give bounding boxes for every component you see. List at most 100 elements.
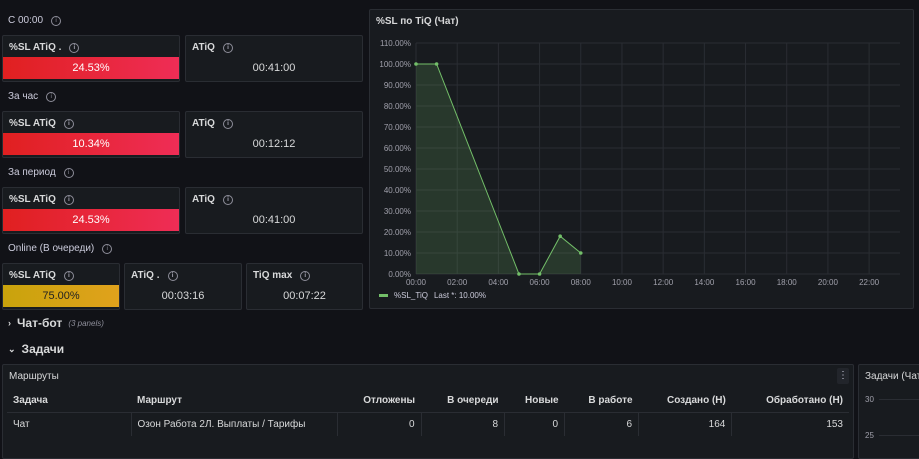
stat-panel-sl-atiq: %SL ATiQ i 24.53% bbox=[2, 187, 180, 234]
x-tick-label: 18:00 bbox=[777, 278, 798, 287]
cell-queued: 8 bbox=[421, 412, 506, 436]
stat-panel-atiq: ATiQ i 00:41:00 bbox=[185, 187, 363, 234]
series-line bbox=[416, 63, 582, 275]
y-tick-label: 70.00% bbox=[384, 123, 411, 132]
legend-swatch bbox=[379, 294, 388, 297]
y-tick-label: 50.00% bbox=[384, 165, 411, 174]
x-tick-label: 08:00 bbox=[571, 278, 592, 287]
sl-value: 75.00% bbox=[3, 285, 119, 307]
data-point bbox=[414, 62, 418, 66]
y-tick-label: 25 bbox=[865, 431, 874, 440]
x-tick-label: 22:00 bbox=[859, 278, 880, 287]
y-tick-label: 80.00% bbox=[384, 102, 411, 111]
y-tick-label: 100.00% bbox=[379, 60, 411, 69]
menu-icon[interactable]: ⋮ bbox=[837, 368, 849, 384]
chart-panel: %SL по TiQ (Чат) 0.00% 10.00% 20.00% 30.00%… bbox=[369, 9, 914, 309]
gridline bbox=[879, 435, 919, 436]
tiq-max-value: 00:07:22 bbox=[283, 290, 326, 302]
info-icon[interactable]: i bbox=[63, 118, 74, 129]
column-header[interactable]: Задача bbox=[7, 389, 131, 413]
x-tick-label: 16:00 bbox=[736, 278, 757, 287]
panel-title: %SL ATiQ bbox=[9, 118, 56, 129]
panel-title: ATiQ bbox=[192, 194, 215, 205]
stat-panel-atiq: ATiQ . i 00:03:16 bbox=[124, 263, 242, 310]
section-header-per-hour: За час i bbox=[8, 91, 57, 102]
x-tick-label: 02:00 bbox=[447, 278, 468, 287]
atiq-value: 00:41:00 bbox=[252, 214, 296, 226]
y-tick-label: 90.00% bbox=[384, 81, 411, 90]
info-icon[interactable]: i bbox=[69, 42, 80, 53]
info-icon[interactable]: i bbox=[63, 270, 74, 281]
x-tick-label: 14:00 bbox=[694, 278, 715, 287]
table-row[interactable]: Чат Озон Работа 2Л. Выплаты / Тарифы 0 8… bbox=[7, 412, 849, 436]
routes-table: Задача Маршрут Отложены В очереди Новые … bbox=[7, 389, 849, 436]
row-title: Задачи bbox=[21, 342, 65, 356]
info-icon[interactable]: i bbox=[46, 91, 57, 102]
x-tick-label: 04:00 bbox=[488, 278, 509, 287]
info-icon[interactable]: i bbox=[222, 42, 233, 53]
panel-title: %SL ATiQ bbox=[9, 270, 56, 281]
cell-postponed: 0 bbox=[337, 412, 422, 436]
column-header[interactable]: Отложены bbox=[337, 389, 422, 413]
info-icon[interactable]: i bbox=[63, 194, 74, 205]
sl-value: 24.53% bbox=[3, 57, 179, 79]
info-icon[interactable]: i bbox=[167, 270, 178, 281]
column-header[interactable]: Создано (Н) bbox=[638, 389, 732, 413]
y-tick-label: 0.00% bbox=[388, 270, 411, 279]
y-tick-label: 10.00% bbox=[384, 249, 411, 258]
x-tick-label: 10:00 bbox=[612, 278, 633, 287]
cell-route: Озон Работа 2Л. Выплаты / Тарифы bbox=[131, 412, 338, 436]
y-tick-label: 40.00% bbox=[384, 186, 411, 195]
tasks-chart-panel: Задачи (Чат 30 25 bbox=[858, 364, 919, 459]
info-icon[interactable]: i bbox=[300, 270, 311, 281]
sl-value: 24.53% bbox=[3, 209, 179, 231]
row-title: Чат-бот bbox=[17, 316, 63, 330]
row-chatbot[interactable]: › Чат-бот (3 panels) bbox=[8, 316, 104, 330]
data-point bbox=[434, 62, 439, 66]
info-icon[interactable]: i bbox=[51, 15, 62, 26]
stat-panel-atiq: ATiQ i 00:12:12 bbox=[185, 111, 363, 158]
panel-title: TiQ max bbox=[253, 270, 293, 281]
atiq-value: 00:03:16 bbox=[161, 290, 205, 302]
chart-legend[interactable]: %SL_TiQ Last *: 10.00% bbox=[379, 291, 486, 300]
panel-title: ATiQ bbox=[192, 118, 215, 129]
stat-panel-sl-atiq: %SL ATiQ . i 24.53% bbox=[2, 35, 180, 82]
atiq-value: 00:41:00 bbox=[252, 62, 296, 74]
info-icon[interactable]: i bbox=[102, 243, 113, 254]
x-tick-label: 06:00 bbox=[530, 278, 551, 287]
sl-value: 10.34% bbox=[3, 133, 179, 155]
x-tick-label: 12:00 bbox=[653, 278, 674, 287]
chevron-down-icon: ⌄ bbox=[8, 343, 16, 354]
section-header-since-midnight: С 00:00 i bbox=[8, 15, 62, 26]
stat-panel-sl-atiq: %SL ATiQ i 75.00% bbox=[2, 263, 120, 310]
x-tick-label: 00:00 bbox=[406, 278, 427, 287]
column-header[interactable]: Маршрут bbox=[131, 389, 337, 413]
y-tick-label: 30.00% bbox=[384, 207, 411, 216]
column-header[interactable]: В очереди bbox=[421, 389, 505, 413]
info-icon[interactable]: i bbox=[63, 167, 74, 178]
cell-in-work: 6 bbox=[564, 412, 640, 436]
panel-title: %SL ATiQ . bbox=[9, 42, 62, 53]
y-tick-label: 110.00% bbox=[380, 39, 411, 48]
column-header[interactable]: В работе bbox=[564, 389, 639, 413]
cell-created: 164 bbox=[638, 412, 733, 436]
atiq-value: 00:12:12 bbox=[252, 138, 296, 150]
y-tick-label: 20.00% bbox=[384, 228, 411, 237]
stat-panel-tiq-max: TiQ max i 00:07:22 bbox=[246, 263, 363, 310]
info-icon[interactable]: i bbox=[222, 194, 233, 205]
column-header[interactable]: Новые bbox=[504, 389, 565, 413]
cell-task: Чат bbox=[7, 412, 132, 436]
row-note: (3 panels) bbox=[68, 318, 104, 328]
y-tick-label: 30 bbox=[865, 395, 874, 404]
data-point bbox=[558, 234, 562, 238]
chevron-right-icon: › bbox=[8, 318, 11, 328]
stat-panel-atiq: ATiQ i 00:41:00 bbox=[185, 35, 363, 82]
row-tasks[interactable]: ⌄ Задачи bbox=[8, 342, 64, 356]
chart-title: %SL по TiQ (Чат) bbox=[376, 16, 459, 27]
column-header[interactable]: Обработано (Н) bbox=[731, 389, 849, 413]
cell-new: 0 bbox=[504, 412, 566, 436]
info-icon[interactable]: i bbox=[222, 118, 233, 129]
data-point bbox=[537, 272, 542, 276]
sl-chart: 0.00% 10.00% 20.00% 30.00% 40.00% 50.00% 60.00… bbox=[379, 39, 900, 287]
cell-processed: 153 bbox=[826, 419, 843, 430]
